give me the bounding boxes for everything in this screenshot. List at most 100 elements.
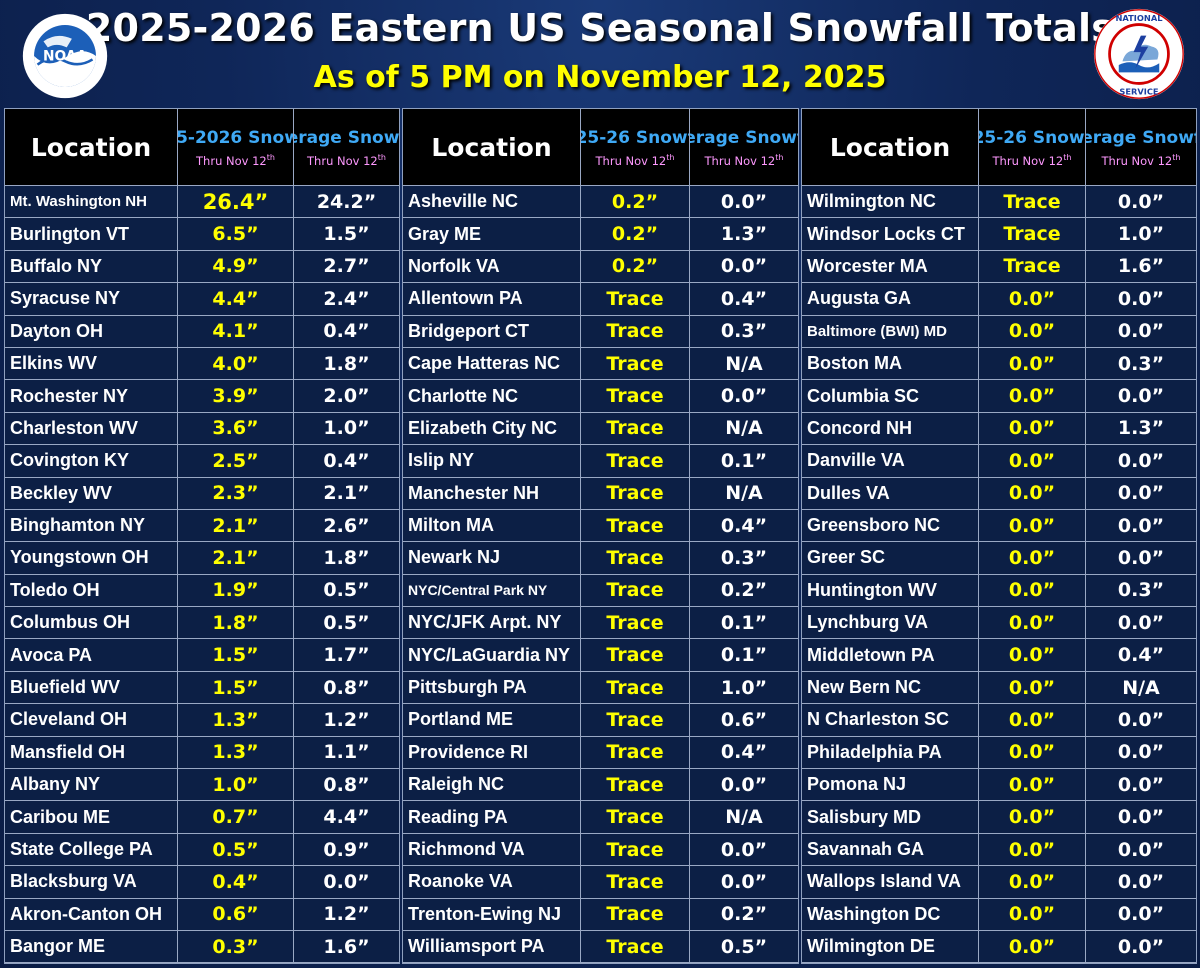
season-snowfall-cell: 2.1” (178, 542, 294, 575)
noaa-logo: NOAA (22, 13, 108, 99)
svg-text:SERVICE: SERVICE (1119, 86, 1159, 96)
season-snowfall-cell: 4.1” (178, 315, 294, 348)
header-season-snowfall: 2025-2026 Snowfall Thru Nov 12th (178, 109, 294, 186)
header-avg-label: Average Snowfall (690, 128, 798, 149)
average-snowfall-cell: 0.0” (1086, 769, 1196, 802)
header-avg-sub: Thru Nov 12th (704, 153, 784, 168)
location-cell: Burlington VT (5, 218, 178, 251)
location-cell: N Charleston SC (802, 704, 979, 737)
average-snowfall-cell: 1.5” (294, 218, 399, 251)
location-cell: Washington DC (802, 898, 979, 931)
season-snowfall-cell: 0.0” (979, 801, 1086, 834)
season-snowfall-cell: Trace (581, 704, 690, 737)
season-snowfall-cell: 0.0” (979, 315, 1086, 348)
average-snowfall-cell: 0.8” (294, 769, 399, 802)
average-snowfall-cell: 1.0” (294, 412, 399, 446)
location-cell: Charlotte NC (403, 380, 581, 413)
snowfall-table-1: Location2025-2026 SnowfallThru Nov 12thA… (4, 108, 400, 964)
season-snowfall-cell: 0.0” (979, 445, 1086, 478)
nws-logo: NATIONAL SERVICE (1093, 8, 1185, 100)
season-snowfall-cell: 1.5” (178, 671, 294, 705)
average-snowfall-cell: 0.0” (690, 250, 798, 284)
season-snowfall-cell: 0.0” (979, 283, 1086, 316)
location-cell: NYC/Central Park NY (403, 574, 581, 608)
location-cell: Huntington WV (802, 574, 979, 608)
season-snowfall-cell: Trace (581, 930, 690, 964)
location-cell: Salisbury MD (802, 801, 979, 834)
average-snowfall-cell: N/A (1086, 671, 1196, 705)
header-avg-label: Average Snowfall (294, 128, 399, 149)
location-cell: Akron-Canton OH (5, 898, 178, 931)
header-avg-sub: Thru Nov 12th (307, 153, 386, 168)
location-cell: NYC/LaGuardia NY (403, 639, 581, 672)
location-cell: Richmond VA (403, 833, 581, 867)
season-snowfall-cell: 0.0” (979, 833, 1086, 867)
location-cell: Bridgeport CT (403, 315, 581, 348)
average-snowfall-cell: 0.5” (294, 574, 399, 608)
average-snowfall-cell: 4.4” (294, 801, 399, 834)
average-snowfall-cell: 0.0” (1086, 930, 1196, 964)
average-snowfall-cell: 0.0” (1086, 509, 1196, 543)
location-cell: Reading PA (403, 801, 581, 834)
season-snowfall-cell: 0.0” (979, 477, 1086, 510)
average-snowfall-cell: 0.5” (690, 930, 798, 964)
average-snowfall-cell: 0.4” (294, 445, 399, 478)
location-cell: Gray ME (403, 218, 581, 251)
location-cell: Charleston WV (5, 412, 178, 446)
location-cell: Bluefield WV (5, 671, 178, 705)
location-cell: Elkins WV (5, 347, 178, 381)
average-snowfall-cell: 0.4” (690, 509, 798, 543)
location-cell: Islip NY (403, 445, 581, 478)
season-snowfall-cell: 0.2” (581, 218, 690, 251)
average-snowfall-cell: 2.0” (294, 380, 399, 413)
season-snowfall-cell: 0.0” (979, 347, 1086, 381)
average-snowfall-cell: 1.0” (1086, 218, 1196, 251)
season-snowfall-cell: 0.0” (979, 574, 1086, 608)
location-cell: Williamsport PA (403, 930, 581, 964)
location-cell: Cape Hatteras NC (403, 347, 581, 381)
header-average-snowfall: Average Snowfall Thru Nov 12th (690, 109, 798, 186)
average-snowfall-cell: 1.0” (690, 671, 798, 705)
season-snowfall-cell: Trace (581, 509, 690, 543)
season-snowfall-cell: Trace (581, 769, 690, 802)
svg-text:NATIONAL: NATIONAL (1116, 13, 1164, 23)
average-snowfall-cell: 1.8” (294, 347, 399, 381)
season-snowfall-cell: 0.0” (979, 930, 1086, 964)
snowfall-table-2: Location 2025-26 SnowfallThru Nov 12thAve… (402, 108, 799, 964)
average-snowfall-cell: 0.0” (1086, 380, 1196, 413)
average-snowfall-cell: 1.8” (294, 542, 399, 575)
location-cell: Rochester NY (5, 380, 178, 413)
season-snowfall-cell: 0.3” (178, 930, 294, 964)
location-cell: Dulles VA (802, 477, 979, 510)
season-snowfall-cell: 1.8” (178, 607, 294, 640)
average-snowfall-cell: 0.0” (1086, 833, 1196, 867)
average-snowfall-cell: 0.5” (294, 607, 399, 640)
average-snowfall-cell: 1.3” (690, 218, 798, 251)
average-snowfall-cell: 0.0” (1086, 898, 1196, 931)
header-location-label: Location (431, 132, 552, 162)
season-snowfall-cell: 0.7” (178, 801, 294, 834)
header-season-snowfall: 2025-26 Snowfall Thru Nov 12th (979, 109, 1086, 186)
season-snowfall-cell: 1.5” (178, 639, 294, 672)
average-snowfall-cell: 0.1” (690, 445, 798, 478)
header-season-snowfall: 2025-26 Snowfall Thru Nov 12th (581, 109, 690, 186)
average-snowfall-cell: 1.2” (294, 898, 399, 931)
season-snowfall-cell: 3.6” (178, 412, 294, 446)
location-cell: Cleveland OH (5, 704, 178, 737)
location-cell: Manchester NH (403, 477, 581, 510)
location-cell: Caribou ME (5, 801, 178, 834)
location-cell: Covington KY (5, 445, 178, 478)
average-snowfall-cell: 0.0” (690, 833, 798, 867)
season-snowfall-cell: Trace (581, 445, 690, 478)
header-average-snowfall: Average Snowfall Thru Nov 12th (294, 109, 399, 186)
location-cell: Asheville NC (403, 186, 581, 219)
season-snowfall-cell: Trace (979, 218, 1086, 251)
season-snowfall-cell: 0.0” (979, 607, 1086, 640)
header-location: Location (5, 109, 178, 186)
header-snow-label: 2025-26 Snowfall (979, 128, 1085, 149)
location-cell: Blacksburg VA (5, 866, 178, 899)
average-snowfall-cell: 0.0” (1086, 186, 1196, 219)
average-snowfall-cell: 0.9” (294, 833, 399, 867)
location-cell: Windsor Locks CT (802, 218, 979, 251)
average-snowfall-cell: 0.0” (1086, 477, 1196, 510)
